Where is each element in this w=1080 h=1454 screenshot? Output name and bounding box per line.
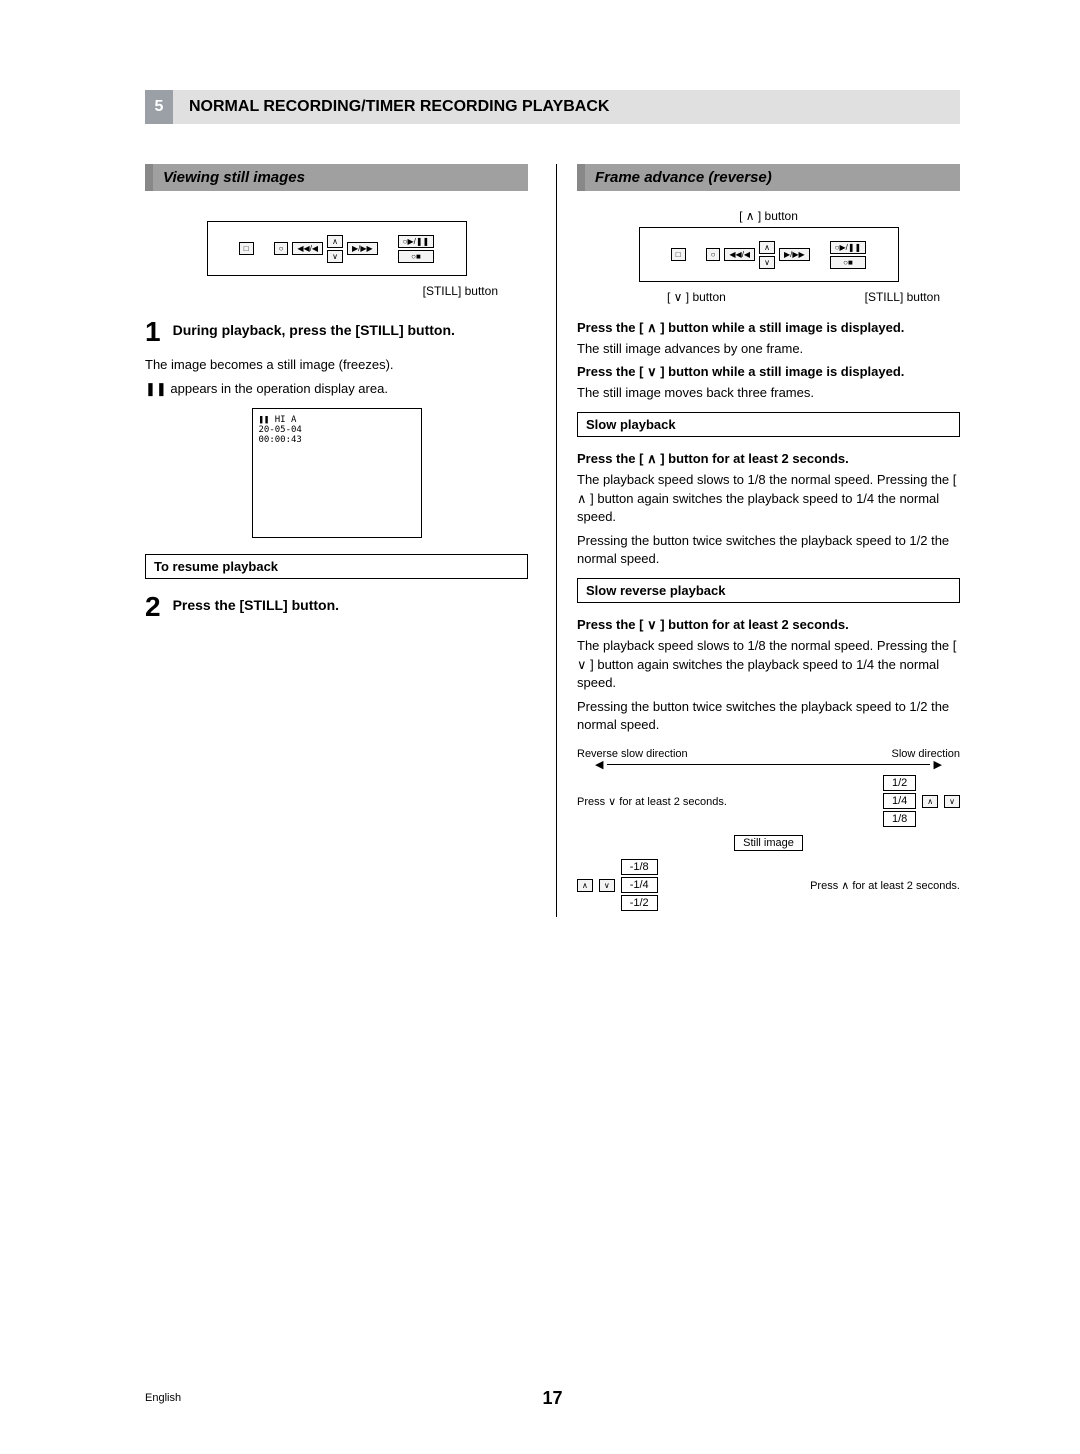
screen-line-2: 20-05-04 (259, 425, 415, 435)
slow-reverse-body-1: The playback speed slows to 1/8 the norm… (577, 637, 960, 692)
up-icon-diagram-2: ∧ (577, 879, 593, 892)
still-image-box: Still image (734, 835, 803, 851)
rec-button-icon: ○ (274, 242, 289, 255)
step-2-number: 2 (145, 593, 161, 621)
press-up-body: The still image advances by one frame. (577, 340, 960, 358)
speed-half: 1/2 (883, 775, 916, 791)
speed-eighth: 1/8 (883, 811, 916, 827)
slow-playback-box: Slow playback (577, 412, 960, 437)
section-heading-left: Viewing still images (145, 164, 528, 191)
press-up-2s: Press ∧ for at least 2 seconds. (810, 879, 960, 892)
chapter-number: 5 (145, 90, 173, 124)
speed-quarter: 1/4 (883, 793, 916, 809)
speed-diagram: Reverse slow direction Slow direction Pr… (577, 748, 960, 911)
play-button-icon-r: ○▶/❚❚ (830, 241, 867, 254)
slow-playback-body-2: Pressing the button twice switches the p… (577, 532, 960, 568)
step-2: 2 Press the [STILL] button. (145, 593, 528, 621)
right-column: Frame advance (reverse) [ ∧ ] button □ ○… (556, 164, 960, 917)
speed-neg-quarter: -1/4 (621, 877, 658, 893)
reverse-slow-label: Reverse slow direction (577, 748, 688, 760)
down-icon-diagram-2: ∨ (599, 879, 615, 892)
press-up-heading: Press the [ ∧ ] button while a still ima… (577, 320, 960, 336)
slow-direction-label: Slow direction (892, 748, 960, 760)
footer-page-number: 17 (542, 1388, 562, 1409)
section-heading-right: Frame advance (reverse) (577, 164, 960, 191)
diagram-caption-still: [STILL] button (145, 284, 528, 298)
rev-button-icon: ◀◀/◀ (292, 242, 323, 255)
step-2-text: Press the [STILL] button. (173, 593, 339, 621)
press-down-body: The still image moves back three frames. (577, 384, 960, 402)
slow-reverse-body-2: Pressing the button twice switches the p… (577, 698, 960, 734)
up-icon-diagram: ∧ (922, 795, 938, 808)
slow-playback-body-1: The playback speed slows to 1/8 the norm… (577, 471, 960, 526)
resume-playback-box: To resume playback (145, 554, 528, 579)
chapter-header: 5 NORMAL RECORDING/TIMER RECORDING PLAYB… (145, 90, 960, 124)
play-button-icon: ○▶/❚❚ (398, 235, 435, 248)
left-column: Viewing still images □ ○ ◀◀/◀ ∧ ∨ ▶/▶▶ (145, 164, 528, 917)
power-button-icon-r: □ (671, 248, 686, 261)
screen-line-1: ❚❚ HI A (259, 415, 415, 425)
down-icon-diagram: ∨ (944, 795, 960, 808)
footer-language: English (145, 1392, 181, 1404)
rec-button-icon-r: ○ (706, 248, 721, 261)
speed-neg-half: -1/2 (621, 895, 658, 911)
screen-mock: ❚❚ HI A 20-05-04 00:00:43 (252, 408, 422, 538)
up-button-icon-r: ∧ (759, 241, 775, 254)
stop-button-icon: ○■ (398, 250, 435, 263)
fwd-button-icon: ▶/▶▶ (347, 242, 378, 255)
diagram-captions-right: [ ∨ ] button [STILL] button (577, 290, 960, 304)
slow-reverse-heading: Press the [ ∨ ] button for at least 2 se… (577, 617, 960, 633)
step-1-number: 1 (145, 318, 161, 346)
screen-line-3: 00:00:43 (259, 435, 415, 445)
up-button-caption: [ ∧ ] button (577, 209, 960, 223)
power-button-icon: □ (239, 242, 254, 255)
stop-button-icon-r: ○■ (830, 256, 867, 269)
down-button-icon: ∨ (327, 250, 343, 263)
speed-neg-eighth: -1/8 (621, 859, 658, 875)
rev-button-icon-r: ◀◀/◀ (724, 248, 755, 261)
down-button-caption: [ ∨ ] button (667, 290, 726, 304)
step-1: 1 During playback, press the [STILL] but… (145, 318, 528, 346)
step-1-body-2: ❚❚ appears in the operation display area… (145, 380, 528, 398)
step-1-text: During playback, press the [STILL] butto… (173, 318, 455, 346)
step-1-body-1: The image becomes a still image (freezes… (145, 356, 528, 374)
press-down-2s: Press ∨ for at least 2 seconds. (577, 795, 727, 808)
slow-playback-heading: Press the [ ∧ ] button for at least 2 se… (577, 451, 960, 467)
fwd-button-icon-r: ▶/▶▶ (779, 248, 810, 261)
slow-reverse-box: Slow reverse playback (577, 578, 960, 603)
device-diagram-right: □ ○ ◀◀/◀ ∧ ∨ ▶/▶▶ ○▶/❚❚ ○■ (577, 227, 960, 282)
down-button-icon-r: ∨ (759, 256, 775, 269)
press-down-heading: Press the [ ∨ ] button while a still ima… (577, 364, 960, 380)
device-diagram-left: □ ○ ◀◀/◀ ∧ ∨ ▶/▶▶ ○▶/❚❚ ○■ (145, 221, 528, 276)
still-button-caption: [STILL] button (865, 290, 940, 304)
chapter-title: NORMAL RECORDING/TIMER RECORDING PLAYBAC… (173, 90, 960, 124)
page-footer: English 17 (145, 1392, 960, 1404)
up-button-icon: ∧ (327, 235, 343, 248)
